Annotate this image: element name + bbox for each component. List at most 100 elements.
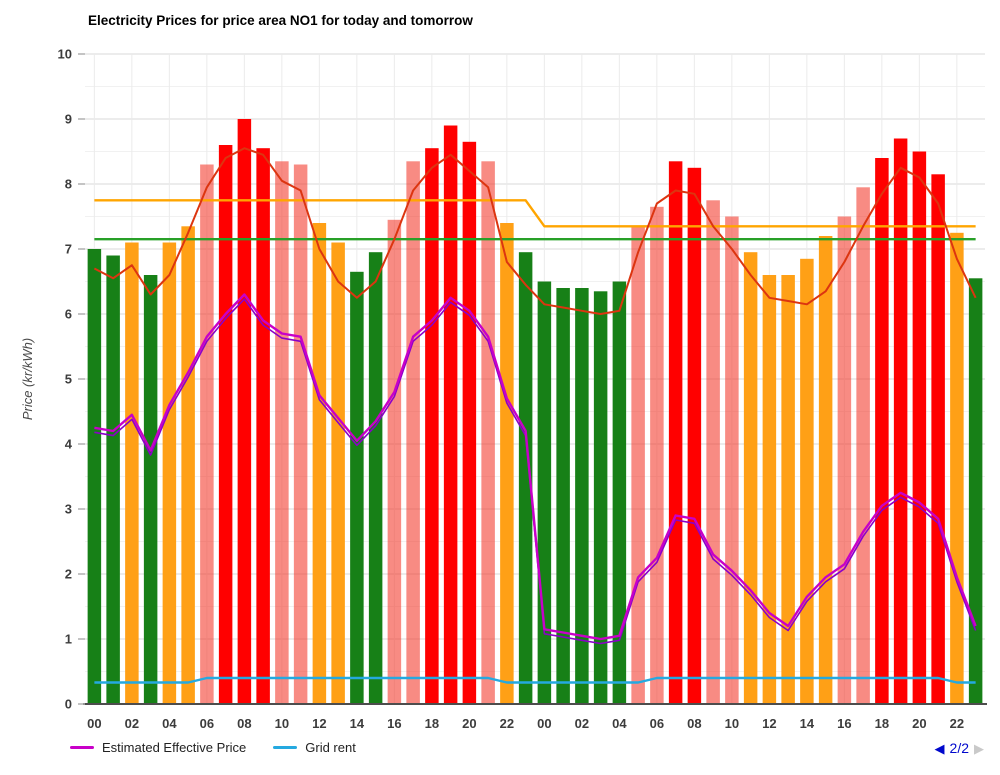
threshold-lines <box>94 199 976 241</box>
y-tick-label: 0 <box>65 697 72 712</box>
x-tick-label: 16 <box>837 716 851 731</box>
price-bar <box>668 161 683 705</box>
x-tick-label: 20 <box>462 716 476 731</box>
price-bar <box>893 138 908 704</box>
price-bar <box>725 216 739 704</box>
x-tick-label: 18 <box>875 716 889 731</box>
x-tick-label: 02 <box>575 716 589 731</box>
price-bar <box>593 291 608 705</box>
y-tick-label: 7 <box>65 242 72 257</box>
price-bar <box>800 258 814 704</box>
x-tick-label: 14 <box>350 716 365 731</box>
y-tick-label: 1 <box>65 632 72 647</box>
price-bar <box>687 167 702 705</box>
price-bar <box>256 148 270 704</box>
price-bar <box>856 187 870 705</box>
price-bar <box>612 281 627 704</box>
price-bar <box>387 219 402 705</box>
x-tick-label: 10 <box>725 716 739 731</box>
y-tick-label: 8 <box>65 177 72 192</box>
price-bar <box>837 216 852 704</box>
price-bar <box>425 148 439 704</box>
price-bar <box>481 161 495 705</box>
price-bar <box>143 275 158 704</box>
price-bar <box>162 242 177 704</box>
price-bar <box>743 252 758 704</box>
price-bar <box>218 145 233 704</box>
price-bar <box>968 278 983 705</box>
x-tick-label: 10 <box>275 716 289 731</box>
x-tick-label: 04 <box>612 716 627 731</box>
y-tick-label: 4 <box>65 437 73 452</box>
x-tick-label: 12 <box>312 716 326 731</box>
price-bar <box>293 164 308 704</box>
price-bar <box>350 271 364 705</box>
x-tick-label: 00 <box>87 716 101 731</box>
x-tick-label: 04 <box>162 716 177 731</box>
price-bar <box>368 252 383 704</box>
page-indicator: 2/2 <box>949 740 969 756</box>
price-bar <box>631 226 645 705</box>
legend-label: Grid rent <box>305 740 356 755</box>
price-bar <box>518 252 533 704</box>
price-bar <box>406 161 420 705</box>
y-tick-label: 9 <box>65 112 72 127</box>
next-page-button[interactable]: ▶ <box>974 740 984 756</box>
price-bar <box>125 242 139 704</box>
price-bar <box>275 161 289 705</box>
y-tick-label: 2 <box>65 567 72 582</box>
price-bar <box>200 164 214 704</box>
price-bars <box>87 119 983 705</box>
price-bar <box>931 174 945 705</box>
data-lines <box>93 147 977 684</box>
x-tick-label: 16 <box>387 716 401 731</box>
price-bar <box>312 223 327 704</box>
price-bar <box>781 275 795 704</box>
y-tick-label: 6 <box>65 307 72 322</box>
previous-page-button[interactable]: ◀ <box>934 740 945 756</box>
price-bar <box>237 119 252 704</box>
x-tick-label: 02 <box>125 716 139 731</box>
price-bar <box>875 158 889 704</box>
price-bar <box>556 288 570 704</box>
x-tick-label: 22 <box>500 716 514 731</box>
price-bar <box>443 125 458 704</box>
price-bar <box>762 275 777 704</box>
y-axis-title: Price (kr/kWh) <box>20 338 35 420</box>
x-tick-label: 08 <box>237 716 251 731</box>
x-tick-label: 06 <box>650 716 664 731</box>
legend-item-estimated-effective-price[interactable]: Estimated Effective Price <box>70 740 246 755</box>
price-bar <box>537 281 552 704</box>
x-tick-label: 22 <box>950 716 964 731</box>
price-bar <box>462 141 477 705</box>
price-bar <box>575 288 589 704</box>
x-tick-label: 18 <box>425 716 439 731</box>
axes <box>78 53 987 705</box>
price-bar <box>706 200 720 705</box>
price-bar <box>500 223 514 704</box>
price-bar <box>912 151 927 704</box>
chart-title: Electricity Prices for price area NO1 fo… <box>88 13 473 28</box>
legend-label: Estimated Effective Price <box>102 740 247 755</box>
legend-item-grid-rent[interactable]: Grid rent <box>273 740 356 755</box>
effective-price-line-icon <box>70 746 94 749</box>
price-bar <box>87 249 102 704</box>
y-tick-label: 5 <box>65 372 72 387</box>
y-tick-label: 10 <box>58 47 72 62</box>
axis-labels: 00 02 04 06 08 10 12 14 16 18 20 22 00 02 04 06 08 10 12 14… <box>20 47 964 732</box>
price-bar <box>331 242 345 704</box>
x-tick-label: 00 <box>537 716 551 731</box>
grid-rent-line-icon <box>273 746 298 749</box>
chart-pagination: ◀ 2/2 ▶ <box>935 740 984 756</box>
price-bar <box>818 236 833 704</box>
x-tick-label: 06 <box>200 716 214 731</box>
price-bar <box>106 255 120 704</box>
x-tick-label: 20 <box>912 716 926 731</box>
x-tick-label: 08 <box>687 716 701 731</box>
price-bar <box>950 232 964 705</box>
y-tick-label: 3 <box>65 502 72 517</box>
x-tick-label: 14 <box>800 716 815 731</box>
price-bar <box>650 206 664 705</box>
